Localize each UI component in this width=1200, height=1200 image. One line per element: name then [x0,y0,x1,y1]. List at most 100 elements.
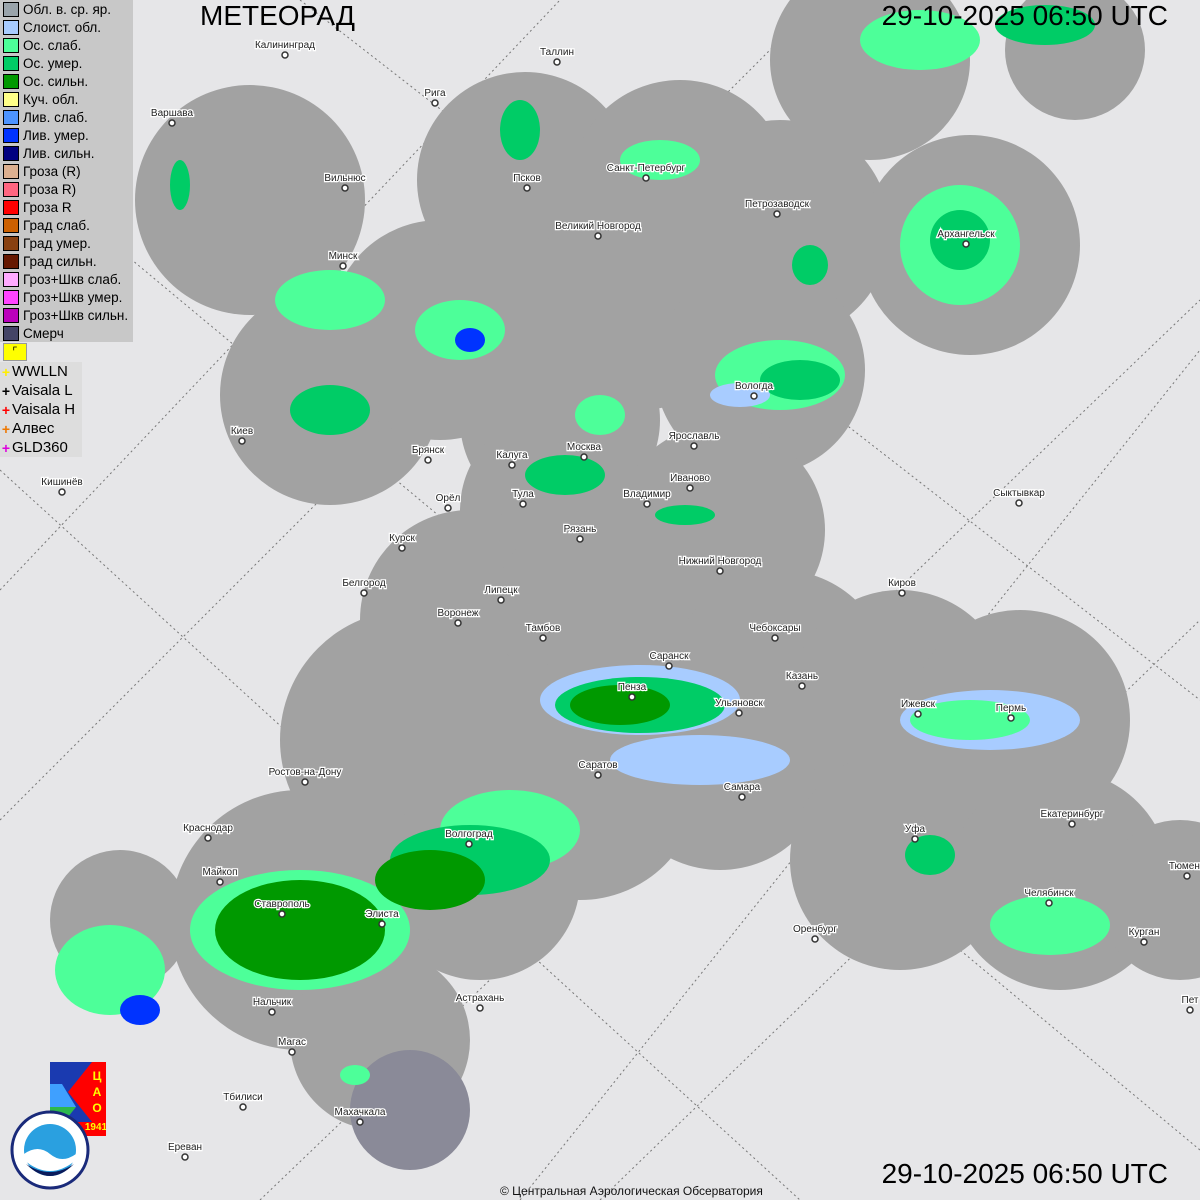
legend-item: Град умер. [0,234,133,252]
city-dot-icon [539,634,547,642]
city-marker: Белгород [341,577,387,597]
city-marker: Ростов-на-Дону [267,766,343,786]
city-marker: Ульяновск [714,697,765,717]
legend-label: Град слаб. [23,217,90,233]
city-marker: Санкт-Петербург [606,161,687,182]
city-marker: Пенза [617,681,648,701]
precipitation-area [120,995,160,1025]
city-label: Волгоград [445,829,493,840]
legend-label: Ос. умер. [23,55,83,71]
city-dot-icon [204,834,212,842]
legend-label: Гроза (R) [23,163,81,179]
city-label: Казань [786,671,818,682]
city-marker: Калуга [495,449,529,469]
precipitation-area [620,140,700,180]
legend-label: Гроз+Шкв сильн. [23,307,129,323]
precipitation-area [760,360,840,400]
city-label: Тбилиси [223,1091,262,1103]
legend-swatch [3,1,19,17]
city-marker: Рязань [562,523,598,543]
precipitation-area [990,895,1110,955]
city-marker: Орёл [434,492,462,512]
legend-label: Гроза R [23,199,72,215]
city-marker: Сыктывкар [992,487,1047,507]
city-label: Саратов [578,760,617,771]
city-label: Архангельск [937,229,995,240]
copyright: © Центральная Аэрологическая Обсерватори… [500,1184,763,1198]
city-dot-icon [444,504,452,512]
precipitation-area [570,685,670,725]
city-marker: Курган [1127,926,1161,946]
precipitation-area [55,925,165,1015]
precipitation-area [655,505,715,525]
city-marker: Волгоград [444,828,494,848]
legend-item: Гроз+Шкв слаб. [0,270,133,288]
legend-swatch [3,235,19,251]
cross-icon: + [1,401,11,418]
precipitation-area [415,300,505,360]
city-label: Минск [329,251,358,262]
city-marker: Ярославль [667,430,721,450]
precipitation-area [290,385,370,435]
precipitation-area [215,880,385,980]
precipitation-area [455,328,485,352]
city-marker: Минск [327,250,359,270]
radar-coverage-circle [1100,820,1200,980]
legend-item: Град сильн. [0,252,133,270]
city-marker: Пермь [995,702,1027,722]
city-label: Пенза [618,682,647,693]
legend-item: Лив. слаб. [0,108,133,126]
city-label: Уфа [905,823,926,835]
radar-coverage [50,0,1200,1170]
svg-text:Ц: Ц [93,1069,102,1083]
city-marker: Астрахань [454,992,506,1012]
city-dot-icon [738,793,746,801]
precipitation-area [792,245,828,285]
city-marker: Екатеринбург [1039,807,1105,828]
legend-label: Смерч [23,325,64,341]
city-marker: Варшава [150,107,195,127]
legend-swatch [3,91,19,107]
city-label: Великий Новгород [555,221,641,232]
legend-swatch [3,199,19,215]
city-label: Кишинёв [41,477,82,488]
flag-icon[interactable]: ⌜ [3,343,27,361]
city-label: Липецк [484,585,518,596]
precipitation-area [930,210,990,270]
city-dot-icon [1140,938,1148,946]
legend-item: Ос. слаб. [0,36,133,54]
legend-label: Гроз+Шкв умер. [23,289,123,305]
legend-item: Ос. сильн. [0,72,133,90]
city-dot-icon [594,232,602,240]
legend-item: Слоист. обл. [0,18,133,36]
city-marker: Нижний Новгород [677,555,763,575]
city-marker: Нальчик [252,996,293,1016]
legend-swatch [3,37,19,53]
svg-text:А: А [93,1085,102,1099]
legend-label: Обл. в. ср. яр. [23,1,112,17]
cross-icon: + [1,420,11,437]
city-dot-icon [1186,1006,1194,1014]
legend: Обл. в. ср. яр. Слоист. обл. Ос. слаб. Ос. … [0,0,133,342]
city-label: Москва [567,442,602,453]
city-dot-icon [497,596,505,604]
city-label: Рязань [564,524,597,535]
city-label: Саранск [650,651,690,662]
city-dot-icon [239,1103,247,1111]
legend-item: Обл. в. ср. яр. [0,0,133,18]
city-dot-icon [911,835,919,843]
city-dot-icon [360,589,368,597]
lightning-label: WWLLN [12,363,68,380]
legend-label: Лив. сильн. [23,145,95,161]
city-label: Санкт-Петербург [607,162,686,174]
city-dot-icon [690,442,698,450]
city-marker: Магас [277,1036,307,1056]
city-label: Петрозаводск [745,199,810,210]
city-marker: Владимир [622,488,672,508]
legend-item: Гроза (R) [0,162,133,180]
city-label: Курск [389,533,415,544]
city-dot-icon [576,535,584,543]
city-dot-icon [424,456,432,464]
city-marker: Архангельск [936,228,996,248]
